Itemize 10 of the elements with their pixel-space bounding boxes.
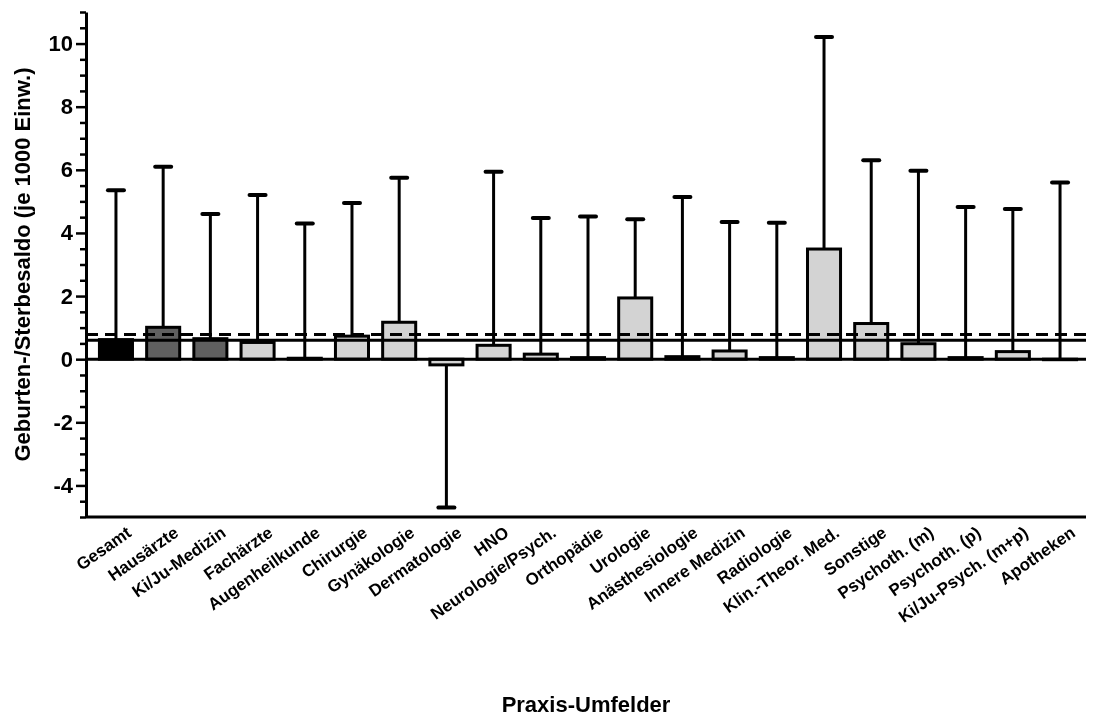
y-tick-label: -4 [53,472,74,498]
y-tick-label: 10 [48,31,73,57]
y-tick-label: 0 [60,346,73,372]
y-tick-label: -2 [53,409,73,435]
y-tick-label: 6 [60,157,73,183]
x-axis-title: Praxis-Umfelder [501,692,671,717]
y-tick-label: 2 [60,283,73,309]
y-tick-label: 4 [60,220,74,246]
y-axis-title: Geburten-/Sterbesaldo (je 1000 Einw.) [10,67,35,462]
y-tick-label: 8 [60,94,73,120]
